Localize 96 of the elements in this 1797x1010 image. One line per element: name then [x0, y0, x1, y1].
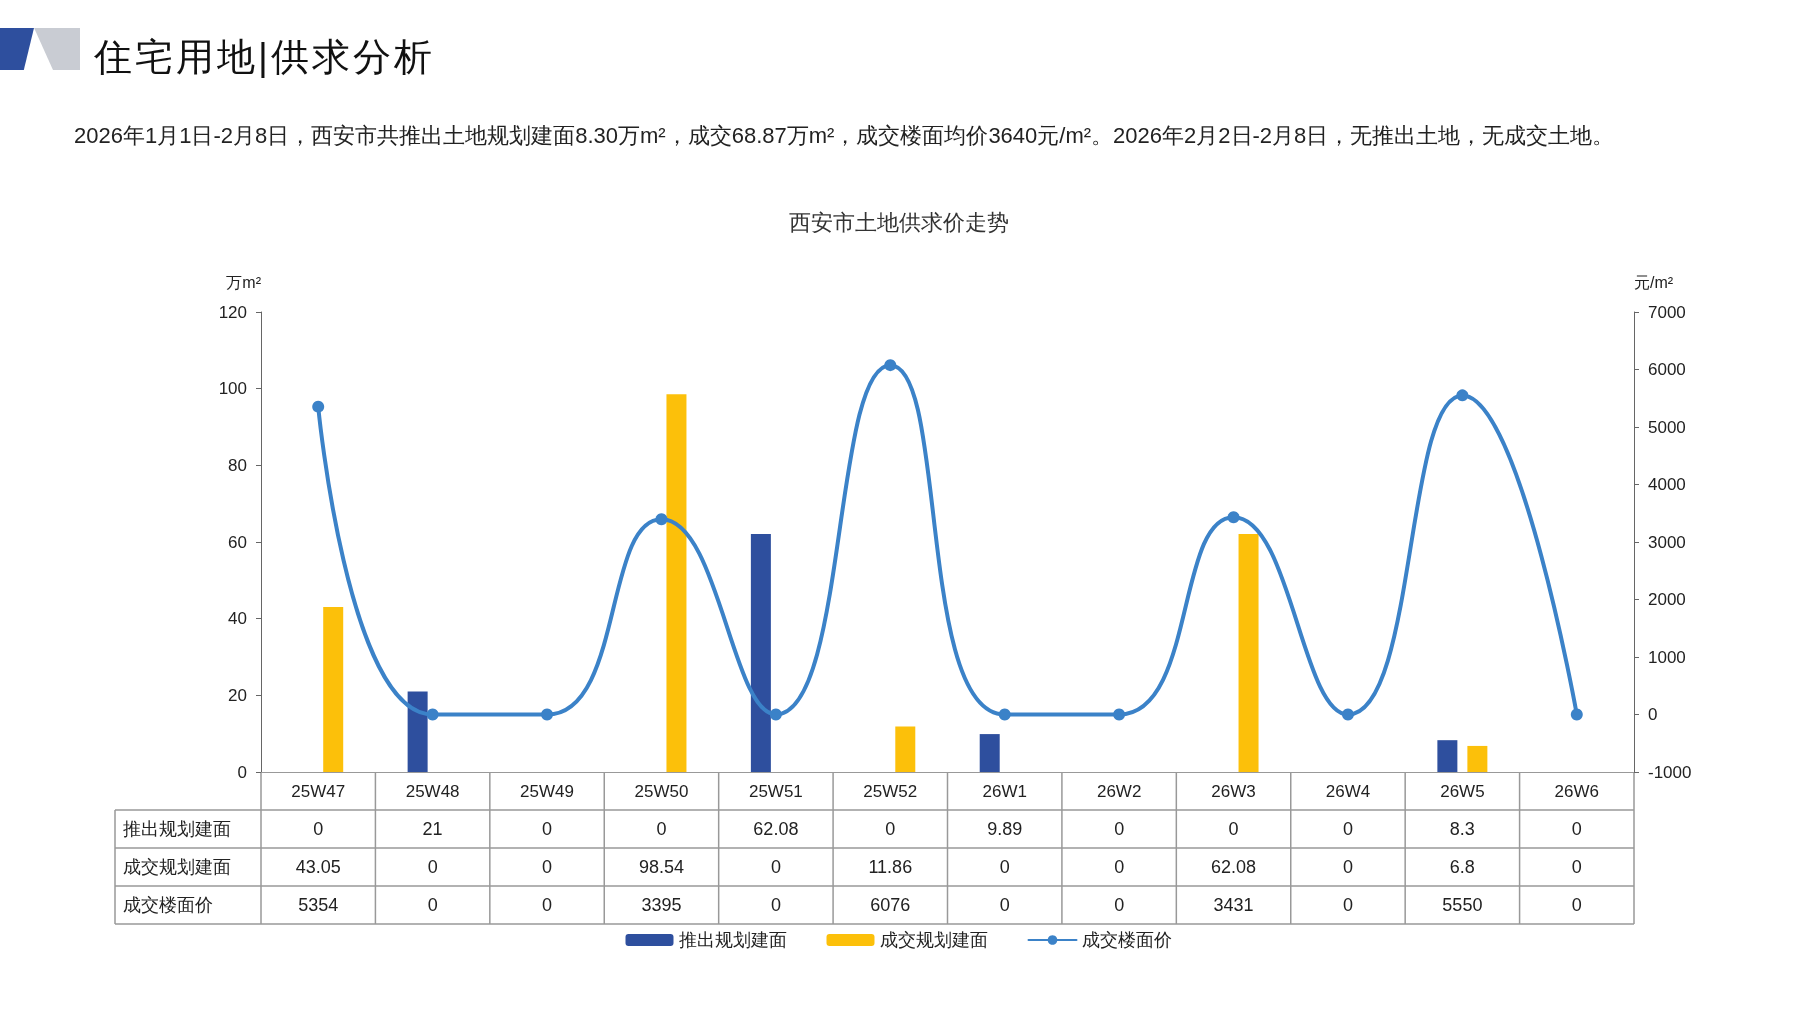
data-label: 11.86	[868, 857, 913, 877]
legend-label: 推出规划建面	[678, 930, 787, 950]
data-label: 0	[1228, 819, 1239, 839]
y2-tick-label: 3000	[1648, 532, 1686, 552]
data-label: 5354	[298, 895, 339, 915]
data-label: 62.08	[753, 819, 799, 839]
data-label: 62.08	[1211, 857, 1257, 877]
y2-tick-label: 0	[1648, 705, 1658, 724]
data-label: 0	[313, 819, 324, 839]
y-tick-label: 20	[228, 685, 247, 705]
y-axis-title: 万m²	[226, 273, 262, 291]
x-tick-label: 25W50	[634, 782, 689, 801]
y2-axis-title: 元/m²	[1634, 273, 1674, 291]
data-label: 0	[1114, 819, 1125, 839]
y-tick-label: 100	[218, 379, 247, 399]
x-tick-label: 26W2	[1096, 782, 1142, 801]
data-label: 0	[770, 895, 781, 915]
data-label: 0	[885, 819, 896, 839]
data-label: 0	[1114, 895, 1125, 915]
x-tick-label: 25W48	[405, 782, 460, 801]
bar	[1437, 740, 1458, 772]
point	[426, 708, 439, 721]
data-label: 6076	[870, 895, 911, 915]
x-tick-label: 26W1	[982, 782, 1027, 801]
text: 推出规划建面	[123, 819, 231, 839]
data-label: 8.3	[1449, 819, 1475, 839]
x-tick-label: 26W3	[1211, 782, 1256, 801]
text: 住宅用地|供求分析	[94, 35, 435, 80]
x-tick-label: 25W47	[291, 782, 346, 801]
x-tick-label: 26W5	[1440, 782, 1485, 801]
data-label: 0	[542, 857, 553, 877]
y2-tick-label: 5000	[1648, 417, 1686, 437]
text: 2026年1月1日-2月8日，西安市共推出土地规划建面8.30万m²，成交68.87万m²，成交楼面均价3640元/m²。2026年2月2日-2月8日，无推出土地，无成交土地。	[74, 122, 1616, 150]
bar	[1238, 534, 1259, 772]
bar	[1467, 745, 1488, 772]
y-tick-label: 60	[228, 532, 247, 552]
point	[769, 708, 782, 721]
data-label: 0	[1342, 819, 1353, 839]
data-label: 0	[1571, 857, 1582, 877]
legend-label: 成交楼面价	[1081, 930, 1172, 950]
point	[1113, 708, 1126, 721]
point	[884, 359, 897, 372]
y2-tick-label: 2000	[1648, 590, 1686, 609]
y2-tick-label: -1000	[1648, 762, 1692, 782]
bar	[895, 726, 916, 772]
data-label: 0	[1571, 819, 1582, 839]
data-label: 0	[1342, 857, 1353, 877]
data-label: 6.8	[1449, 857, 1475, 877]
point	[1570, 708, 1583, 721]
y-tick-label: 0	[237, 762, 247, 782]
data-label: 0	[427, 895, 438, 915]
data-label: 0	[427, 857, 438, 877]
bar	[979, 734, 1000, 772]
y-tick-label: 40	[228, 609, 247, 629]
data-label: 0	[542, 819, 553, 839]
bar	[750, 534, 771, 772]
data-label: 0	[1342, 895, 1353, 915]
data-label: 0	[542, 895, 553, 915]
bar	[407, 691, 428, 772]
data-label: 0	[1571, 895, 1582, 915]
text: 成交规划建面	[123, 857, 231, 877]
y2-tick-label: 6000	[1648, 360, 1686, 379]
text: 成交楼面价	[123, 895, 213, 915]
data-label: 43.05	[295, 857, 341, 877]
y-tick-label: 80	[228, 455, 247, 475]
data-label: 98.54	[638, 857, 684, 877]
point	[1456, 389, 1469, 402]
x-tick-label: 26W6	[1554, 782, 1599, 801]
y-tick-label: 120	[218, 302, 247, 322]
data-label: 0	[1114, 857, 1125, 877]
point	[655, 513, 668, 526]
data-label: 3395	[641, 895, 682, 915]
y2-tick-label: 1000	[1648, 647, 1686, 667]
point	[998, 708, 1011, 721]
y2-tick-label: 4000	[1648, 475, 1686, 494]
data-label: 0	[656, 819, 667, 839]
data-label: 0	[770, 857, 781, 877]
x-tick-label: 25W52	[863, 782, 918, 801]
legend-label: 成交规划建面	[879, 930, 988, 950]
chart-title: 西安市土地供求价走势	[788, 209, 1009, 235]
data-label: 3431	[1213, 895, 1254, 915]
point	[1227, 511, 1240, 524]
point	[541, 708, 554, 721]
x-tick-label: 25W49	[520, 782, 574, 801]
data-label: 5550	[1442, 895, 1483, 915]
bar	[323, 606, 344, 772]
data-label: 0	[999, 857, 1010, 877]
bar	[666, 394, 687, 772]
data-label: 21	[422, 819, 443, 839]
point	[312, 400, 325, 413]
x-tick-label: 26W4	[1325, 782, 1371, 801]
point	[1341, 708, 1354, 721]
data-label: 9.89	[987, 819, 1023, 839]
data-label: 0	[999, 895, 1010, 915]
y2-tick-label: 7000	[1648, 302, 1686, 322]
x-tick-label: 25W51	[748, 782, 803, 801]
